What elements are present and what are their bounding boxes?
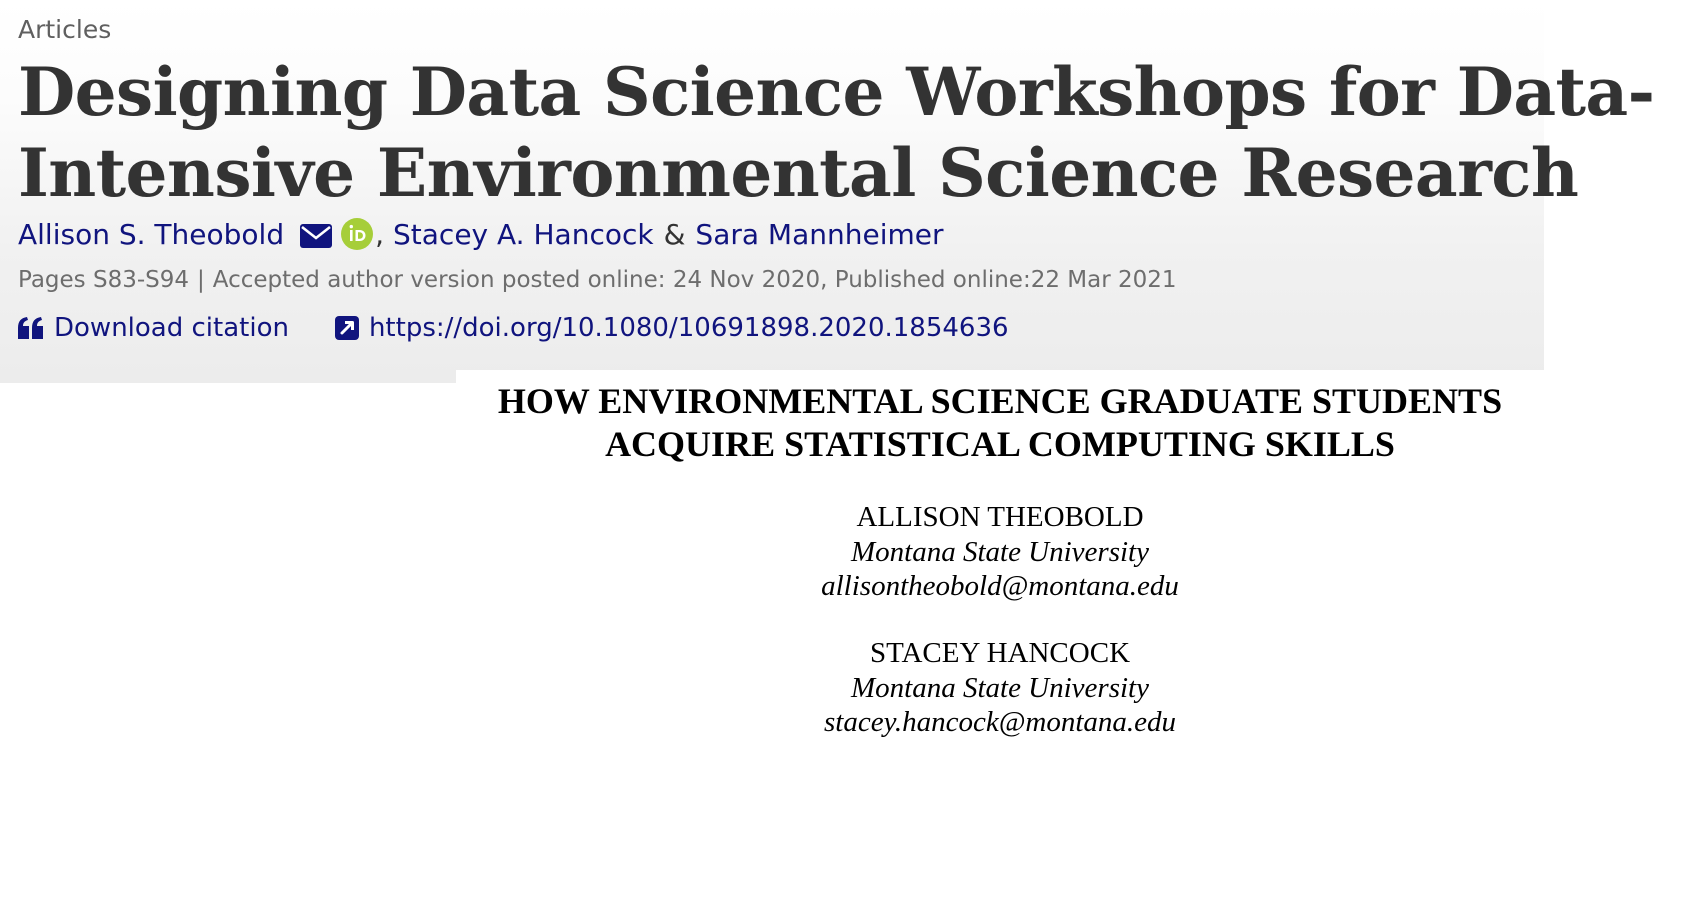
paper-preview: HOW ENVIRONMENTAL SCIENCE GRADUATE STUDE… <box>456 370 1544 890</box>
orcid-icon[interactable] <box>341 218 374 250</box>
download-citation-label: Download citation <box>54 313 289 343</box>
author-link-mannheimer[interactable]: Sara Mannheimer <box>695 217 944 251</box>
article-title-line-2: Intensive Environmental Science Research <box>18 134 1579 212</box>
paper-author-affiliation: Montana State University <box>850 536 1149 568</box>
paper-author-email: stacey.hancock@montana.edu <box>823 706 1177 738</box>
publication-meta: Pages S83-S94 | Accepted author version po… <box>18 264 1177 296</box>
paper-author-name: ALLISON THEOBOLD <box>856 501 1144 533</box>
author-conjunction: & <box>663 217 686 251</box>
author-link-hancock[interactable]: Stacey A. Hancock <box>393 217 654 251</box>
paper-title-line-1: HOW ENVIRONMENTAL SCIENCE GRADUATE STUDE… <box>497 381 1503 421</box>
paper-title-line-2: ACQUIRE STATISTICAL COMPUTING SKILLS <box>605 424 1395 464</box>
article-actions: Download citation https://doi.org/10.108… <box>18 313 1009 343</box>
author-separator: , <box>375 217 385 251</box>
external-link-icon <box>334 316 359 340</box>
paper-author-name: STACEY HANCOCK <box>869 637 1131 669</box>
meta-divider: | <box>197 267 205 293</box>
author-list: Allison S. Theobold , Stacey A. Hancock … <box>18 214 944 254</box>
article-type-label: Articles <box>18 15 112 44</box>
doi-link-label: https://doi.org/10.1080/10691898.2020.18… <box>368 313 1009 343</box>
author-link-theobold[interactable]: Allison S. Theobold <box>18 217 285 251</box>
quote-icon <box>18 317 43 339</box>
publication-dates: Accepted author version posted online: 2… <box>212 267 1177 293</box>
doi-link[interactable]: https://doi.org/10.1080/10691898.2020.18… <box>334 313 1009 343</box>
paper-title: HOW ENVIRONMENTAL SCIENCE GRADUATE STUDE… <box>456 380 1544 466</box>
page-range: Pages S83-S94 <box>18 267 190 293</box>
paper-author-block: STACEY HANCOCK Montana State University … <box>456 636 1544 739</box>
paper-author-affiliation: Montana State University <box>850 672 1149 704</box>
paper-author-email: allisontheobold@montana.edu <box>821 570 1179 602</box>
paper-author-block: ALLISON THEOBOLD Montana State Universit… <box>456 500 1544 603</box>
article-title-line-1: Designing Data Science Workshops for Dat… <box>18 53 1655 131</box>
article-title: Designing Data Science Workshops for Dat… <box>18 52 1655 214</box>
article-header: Articles Designing Data Science Workshop… <box>0 0 1655 383</box>
envelope-icon[interactable] <box>300 222 333 248</box>
download-citation-link[interactable]: Download citation <box>18 313 289 343</box>
